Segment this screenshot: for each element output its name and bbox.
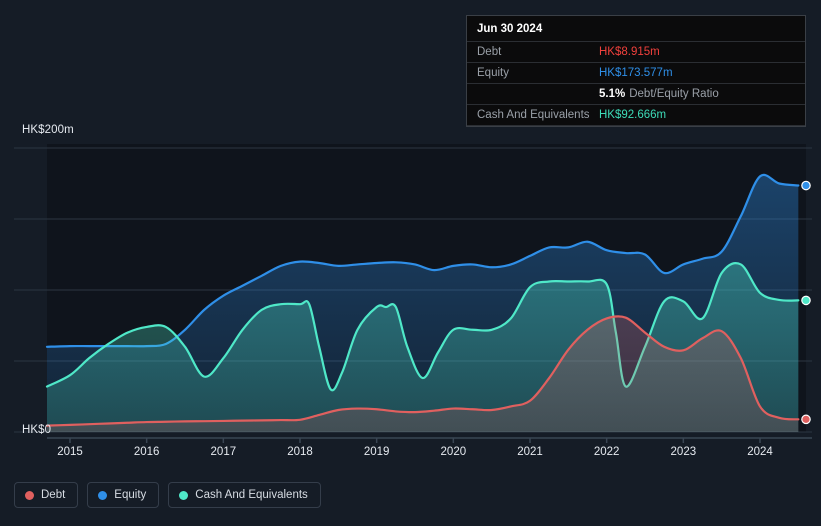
legend-swatch-icon — [25, 490, 34, 500]
legend-label: Cash And Equivalents — [195, 489, 308, 501]
x-tick-2023: 2023 — [670, 446, 697, 458]
tooltip-row-debt: Debt HK$8.915m — [467, 41, 805, 62]
legend-swatch-icon — [98, 490, 108, 500]
tooltip-value-debt: HK$8.915m — [599, 46, 660, 58]
legend-label: Equity — [114, 489, 147, 501]
financial-chart: HK$200m HK$0 2015 2016 2017 2018 2019 2020 202… — [0, 124, 821, 468]
tooltip-row-ratio: 5.1% Debt/Equity Ratio — [467, 83, 805, 104]
legend-item-equity[interactable]: Equity — [87, 482, 160, 508]
y-axis-max-label: HK$200m — [22, 124, 74, 136]
x-tick-2019: 2019 — [363, 446, 390, 458]
x-tick-2020: 2020 — [440, 446, 467, 458]
tooltip-row-equity: Equity HK$173.577m — [467, 62, 805, 83]
legend-swatch-icon — [179, 490, 189, 500]
x-tick-2022: 2022 — [593, 446, 620, 458]
tooltip-row-cash: Cash And Equivalents HK$92.666m — [467, 104, 805, 126]
chart-legend: Debt Equity Cash And Equivalents — [14, 482, 321, 508]
chart-tooltip: Jun 30 2024 Debt HK$8.915m Equity HK$173… — [466, 15, 806, 127]
y-axis-zero-label: HK$0 — [22, 424, 52, 436]
legend-item-debt[interactable]: Debt — [14, 482, 79, 508]
x-tick-2017: 2017 — [210, 446, 237, 458]
x-tick-2018: 2018 — [287, 446, 313, 458]
series-debt — [45, 315, 800, 432]
tooltip-value-cash: HK$92.666m — [599, 109, 667, 121]
x-axis: 2015 2016 2017 2018 2019 2020 2021 2022 2023 2024 — [0, 446, 821, 468]
x-tick-2024: 2024 — [747, 446, 773, 458]
tooltip-ratio-value: 5.1% — [599, 88, 626, 100]
tooltip-ratio-text: Debt/Equity Ratio — [629, 88, 719, 100]
x-tick-2016: 2016 — [133, 446, 160, 458]
chart-canvas — [14, 147, 812, 443]
x-tick-2021: 2021 — [517, 446, 543, 458]
tooltip-label-debt: Debt — [477, 46, 502, 58]
tooltip-date: Jun 30 2024 — [477, 23, 543, 35]
tooltip-value-equity: HK$173.577m — [599, 67, 673, 79]
legend-label: Debt — [41, 489, 66, 501]
x-tick-2015: 2015 — [57, 446, 83, 458]
tooltip-label-equity: Equity — [477, 67, 509, 79]
tooltip-label-cash: Cash And Equivalents — [477, 109, 590, 121]
legend-item-cash-and-equivalents[interactable]: Cash And Equivalents — [168, 482, 321, 508]
